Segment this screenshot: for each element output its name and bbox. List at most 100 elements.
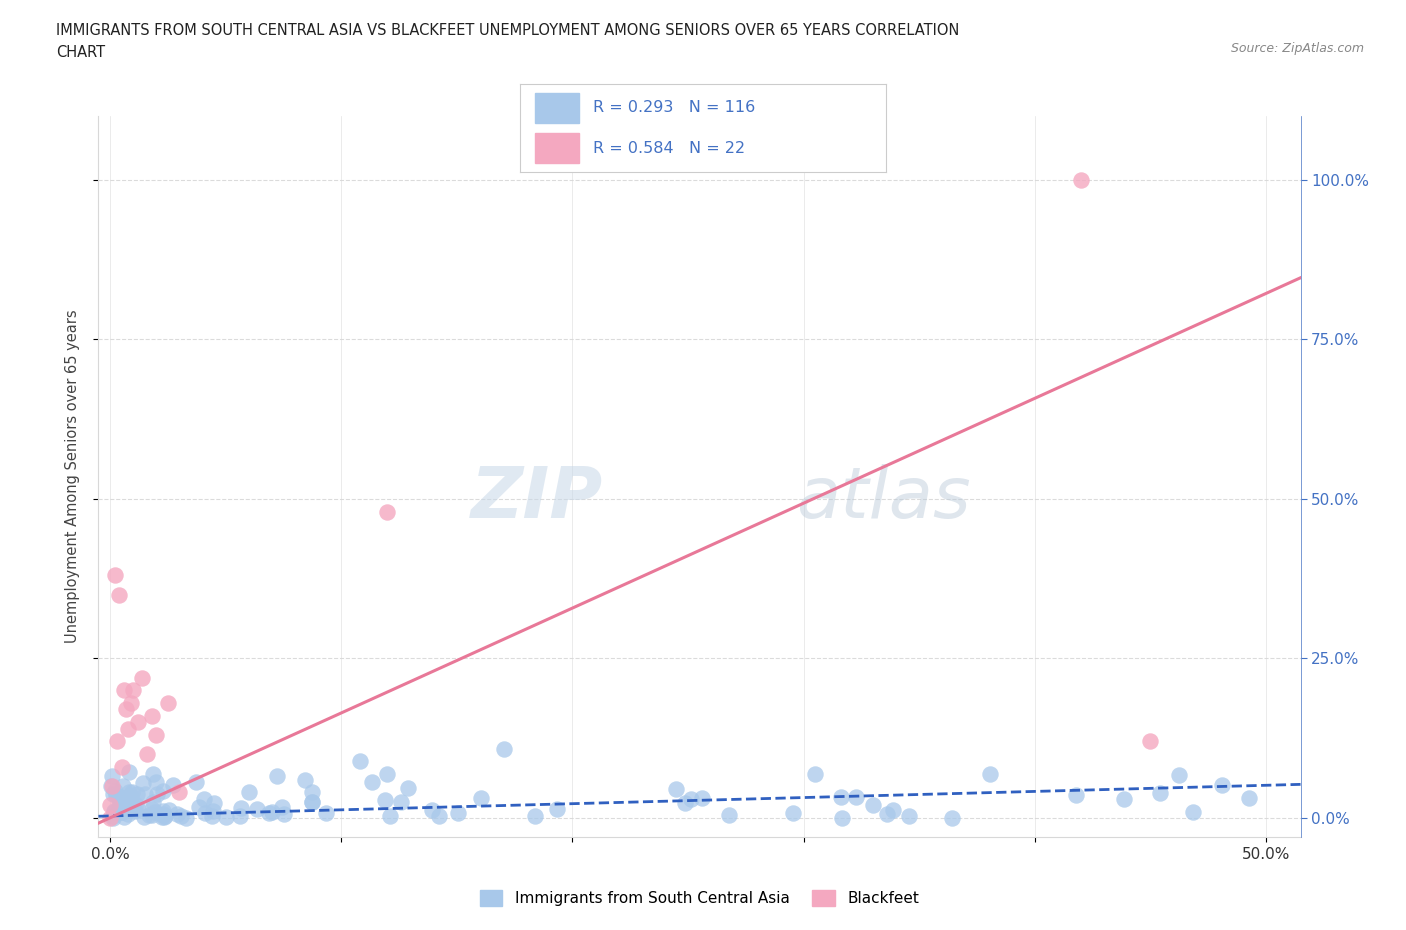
Point [897, 808, 920, 823]
Point [174, 810, 197, 825]
Point [101, 810, 124, 825]
Point [108, 587, 131, 602]
Point [1149, 786, 1171, 801]
Point [266, 769, 288, 784]
Point [1064, 788, 1087, 803]
Point [100, 778, 122, 793]
Point [831, 810, 853, 825]
Point [301, 794, 323, 809]
Point [118, 800, 141, 815]
Point [690, 790, 713, 805]
Point [186, 775, 208, 790]
Point [127, 787, 149, 802]
Point [215, 809, 238, 824]
Point [134, 787, 156, 802]
Point [170, 808, 193, 823]
Point [166, 806, 188, 821]
Point [377, 504, 399, 519]
Point [876, 807, 898, 822]
Point [193, 791, 215, 806]
Text: atlas: atlas [796, 464, 970, 533]
Point [117, 794, 139, 809]
Point [98, 798, 121, 813]
Point [131, 776, 153, 790]
Point [121, 799, 143, 814]
Point [111, 799, 134, 814]
Point [152, 804, 174, 818]
Point [136, 747, 159, 762]
Point [231, 801, 253, 816]
Text: R = 0.584   N = 22: R = 0.584 N = 22 [593, 140, 745, 155]
Point [301, 784, 323, 799]
Point [1112, 791, 1135, 806]
Point [111, 804, 134, 819]
Point [111, 779, 134, 794]
Point [494, 741, 516, 756]
Point [141, 709, 163, 724]
Point [152, 806, 174, 821]
Point [101, 778, 124, 793]
Point [120, 790, 142, 804]
Point [118, 784, 141, 799]
Point [229, 808, 252, 823]
Point [142, 794, 165, 809]
Point [360, 774, 382, 789]
Point [524, 808, 547, 823]
Point [153, 808, 176, 823]
Point [132, 809, 155, 824]
Point [427, 808, 450, 823]
Point [941, 810, 963, 825]
Point [201, 808, 224, 823]
Point [718, 807, 741, 822]
Point [1139, 734, 1161, 749]
Point [118, 764, 141, 779]
Point [110, 760, 132, 775]
Point [1181, 804, 1204, 819]
Point [349, 753, 371, 768]
Point [103, 804, 125, 819]
Point [104, 568, 127, 583]
Point [202, 804, 225, 819]
Text: R = 0.293   N = 116: R = 0.293 N = 116 [593, 100, 755, 115]
Point [273, 807, 295, 822]
Point [389, 795, 412, 810]
Point [679, 791, 702, 806]
Point [1167, 768, 1189, 783]
Point [143, 804, 166, 819]
Point [121, 785, 143, 800]
Legend: Immigrants from South Central Asia, Blackfeet: Immigrants from South Central Asia, Blac… [474, 884, 925, 912]
Point [103, 787, 125, 802]
Point [202, 795, 225, 810]
Point [1070, 173, 1092, 188]
Point [141, 807, 163, 822]
Point [782, 805, 804, 820]
Point [1211, 777, 1233, 792]
Point [108, 790, 131, 804]
Point [112, 683, 135, 698]
Point [447, 805, 470, 820]
Point [98, 810, 121, 825]
Point [862, 797, 884, 812]
Point [110, 804, 132, 819]
Point [104, 788, 127, 803]
Point [420, 803, 443, 817]
Point [257, 805, 280, 820]
Point [194, 806, 217, 821]
Point [103, 804, 125, 818]
Point [246, 802, 269, 817]
Point [882, 803, 904, 817]
Text: IMMIGRANTS FROM SOUTH CENTRAL ASIA VS BLACKFEET UNEMPLOYMENT AMONG SENIORS OVER : IMMIGRANTS FROM SOUTH CENTRAL ASIA VS BL… [56, 23, 960, 38]
Point [101, 768, 124, 783]
Point [374, 792, 396, 807]
Y-axis label: Unemployment Among Seniors over 65 years: Unemployment Among Seniors over 65 years [65, 310, 80, 644]
Point [150, 810, 173, 825]
Point [142, 767, 165, 782]
Point [101, 808, 124, 823]
Point [145, 727, 167, 742]
Point [107, 805, 129, 820]
Point [111, 798, 134, 813]
Point [146, 787, 169, 802]
Point [301, 795, 323, 810]
Point [145, 775, 167, 790]
Point [375, 767, 398, 782]
